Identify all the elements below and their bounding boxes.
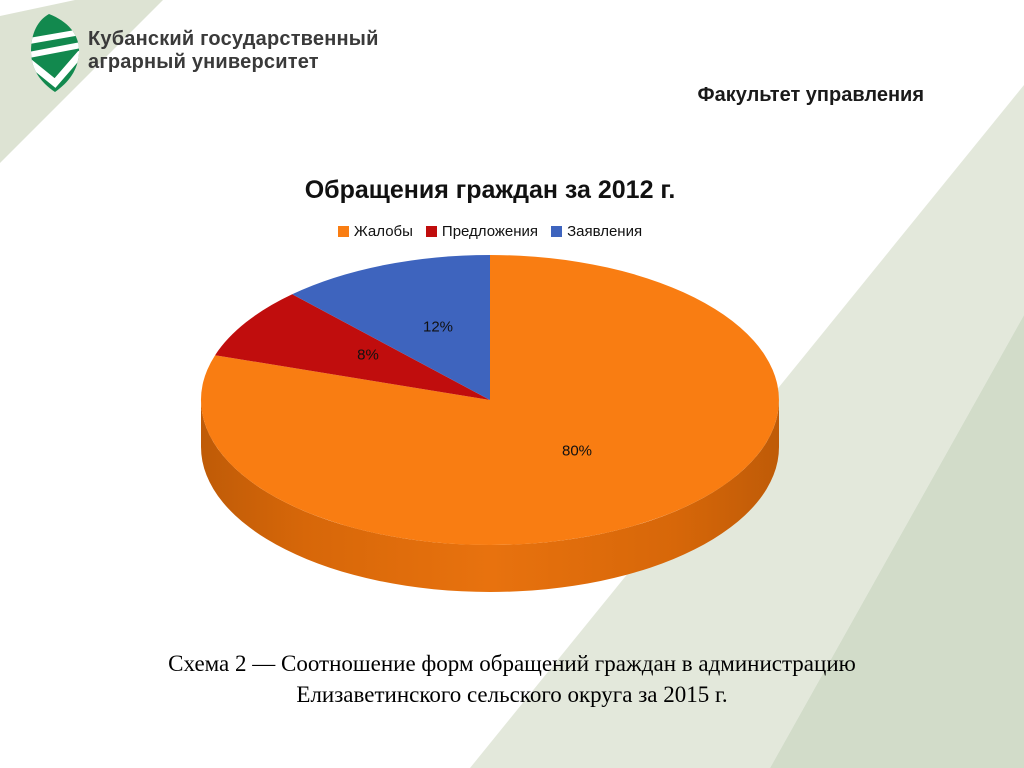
legend-swatch-blue (551, 226, 563, 237)
university-logo-leaf-icon (31, 14, 80, 92)
caption-line1: Схема 2 — Соотношение форм обращений гра… (168, 651, 856, 676)
legend-item-applications: Заявления (551, 223, 642, 240)
caption-line2: Елизаветинского сельского округа за 2015… (296, 682, 728, 707)
pie-slice-complaints (200, 255, 779, 545)
legend-label: Предложения (441, 223, 539, 240)
pie-slice-proposals (215, 294, 490, 400)
pie-side-rim (201, 400, 779, 592)
legend-label: Жалобы (353, 223, 413, 240)
legend-label: Заявления (567, 223, 643, 240)
university-name: Кубанский государственный аграрный униве… (88, 28, 379, 74)
legend-swatch-red (425, 226, 437, 237)
legend-item-proposals: Предложения (425, 223, 539, 240)
legend-item-complaints: Жалобы (337, 223, 413, 240)
pie-slice-applications (292, 255, 490, 400)
leaf-stripes (31, 29, 80, 88)
university-name-line2: аграрный университет (88, 51, 319, 73)
university-name-line1: Кубанский государственный (88, 28, 379, 50)
figure-caption: Схема 2 — Соотношение форм обращений гра… (3, 648, 1021, 710)
chart-legend: Жалобы Предложения Заявления (175, 223, 805, 240)
pie-data-label-applications: 12% (422, 318, 454, 336)
pie-data-label-proposals: 8% (357, 346, 379, 364)
legend-swatch-orange (337, 226, 349, 237)
faculty-label: Факультет управления (697, 84, 925, 106)
pie-data-label-complaints: 80% (561, 442, 593, 460)
chart-title: Обращения граждан за 2012 г. (304, 176, 676, 204)
